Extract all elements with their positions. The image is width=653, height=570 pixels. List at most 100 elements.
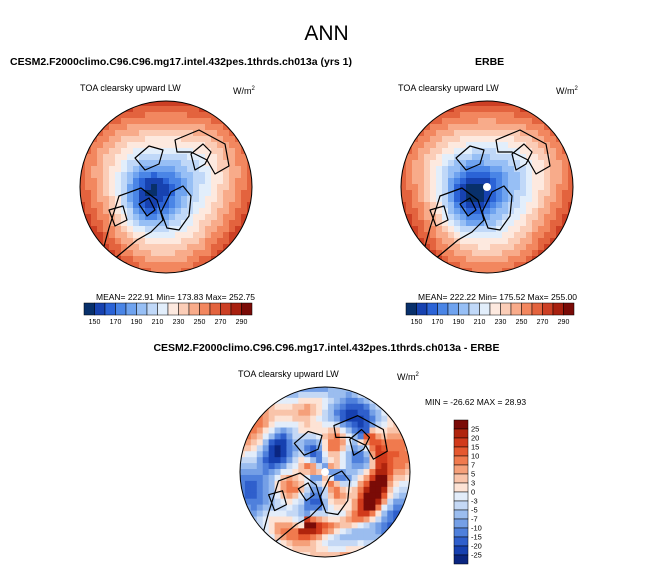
panel-diff-units: W/m2 xyxy=(397,372,419,382)
polar-map-obs xyxy=(400,100,574,274)
colorbar-swatch xyxy=(241,302,253,316)
colorbar-diff xyxy=(453,419,469,565)
colorbar-tick-label: 290 xyxy=(557,319,570,326)
colorbar-swatch xyxy=(209,302,221,316)
colorbar-swatch xyxy=(437,302,449,316)
coastline xyxy=(333,415,388,460)
panel-model-stats: MEAN= 222.91 Min= 173.83 Max= 252.75 xyxy=(96,292,256,302)
colorbar-tick-label: 150 xyxy=(88,319,101,326)
colorbar-obs xyxy=(405,302,575,316)
colorbar-obs-labels: 150 170 190 210 230 250 270 290 xyxy=(406,319,574,329)
colorbar-tick-label: 5 xyxy=(471,469,476,479)
colorbar-tick-label: 10 xyxy=(471,451,480,461)
coastline xyxy=(190,143,212,171)
colorbar-tick-label: 290 xyxy=(235,319,248,326)
colorbar-tick-label: -5 xyxy=(471,505,478,515)
colorbar-swatch xyxy=(125,302,137,316)
colorbar-swatch xyxy=(453,500,469,511)
panel-model-units: W/m2 xyxy=(233,86,255,96)
colorbar-tick-label: 190 xyxy=(452,319,465,326)
colorbar-tick-label: 7 xyxy=(471,460,476,470)
colorbar-tick-label: -20 xyxy=(471,541,482,551)
colorbar-swatch xyxy=(453,554,469,565)
colorbar-swatch xyxy=(447,302,459,316)
panel-diff-stats: MIN = -26.62 MAX = 28.93 xyxy=(425,397,527,407)
colorbar-diff-labels: 25 20 15 10 7 5 3 0 -3 -5 -7 -10 -15 -20 -25 xyxy=(471,420,495,564)
map-boundary xyxy=(239,386,411,558)
colorbar-tick-label: 25 xyxy=(471,424,480,434)
colorbar-tick-label: 170 xyxy=(109,319,122,326)
colorbar-tick-label: 3 xyxy=(471,478,476,488)
panel-obs-stats: MEAN= 222.22 Min= 175.52 Max= 255.00 xyxy=(418,292,578,302)
colorbar-swatch xyxy=(426,302,438,316)
colorbar-swatch xyxy=(104,302,116,316)
colorbar-tick-label: 250 xyxy=(193,319,206,326)
colorbar-swatch xyxy=(188,302,200,316)
colorbar-swatch xyxy=(489,302,501,316)
colorbar-tick-label: -7 xyxy=(471,514,478,524)
colorbar-model xyxy=(83,302,253,316)
panel-model-title: CESM2.F2000climo.C96.C96.mg17.intel.432p… xyxy=(10,56,352,68)
colorbar-swatch xyxy=(178,302,190,316)
coastline xyxy=(423,187,485,261)
colorbar-tick-label: 150 xyxy=(410,319,423,326)
coastline xyxy=(134,145,164,171)
colorbar-tick-label: -3 xyxy=(471,496,478,506)
colorbar-swatch xyxy=(167,302,179,316)
colorbar-tick-label: 0 xyxy=(471,487,476,497)
polar-map-diff xyxy=(239,386,411,558)
colorbar-swatch xyxy=(453,455,469,466)
colorbar-swatch xyxy=(199,302,211,316)
colorbar-swatch xyxy=(453,545,469,556)
coastline xyxy=(108,205,128,227)
colorbar-swatch xyxy=(416,302,428,316)
colorbar-swatch xyxy=(453,491,469,502)
figure-title: ANN xyxy=(304,22,349,45)
colorbar-swatch xyxy=(405,302,417,316)
panel-obs-variable: TOA clearsky upward LW xyxy=(398,83,499,93)
colorbar-swatch xyxy=(94,302,106,316)
colorbar-tick-label: 20 xyxy=(471,433,480,443)
coastline xyxy=(174,129,230,175)
colorbar-swatch xyxy=(500,302,512,316)
coastline xyxy=(429,205,449,227)
colorbar-swatch xyxy=(453,518,469,529)
colorbar-swatch xyxy=(157,302,169,316)
panel-diff-title: CESM2.F2000climo.C96.C96.mg17.intel.432p… xyxy=(153,342,500,354)
panel-diff-variable: TOA clearsky upward LW xyxy=(238,369,339,379)
colorbar-swatch xyxy=(521,302,533,316)
colorbar-swatch xyxy=(115,302,127,316)
colorbar-swatch xyxy=(453,464,469,475)
colorbar-swatch xyxy=(510,302,522,316)
coastline xyxy=(268,490,288,512)
colorbar-swatch xyxy=(453,419,469,430)
coastline xyxy=(102,187,164,261)
coastline xyxy=(293,430,323,456)
colorbar-swatch xyxy=(146,302,158,316)
colorbar-swatch xyxy=(136,302,148,316)
colorbar-tick-label: 170 xyxy=(431,319,444,326)
coastline xyxy=(138,197,156,217)
colorbar-tick-label: -25 xyxy=(471,550,482,560)
colorbar-tick-label: 210 xyxy=(151,319,164,326)
colorbar-swatch xyxy=(453,428,469,439)
colorbar-swatch xyxy=(542,302,554,316)
coastline xyxy=(495,129,551,175)
colorbar-swatch xyxy=(552,302,564,316)
colorbar-swatch xyxy=(563,302,575,316)
colorbar-tick-label: 15 xyxy=(471,442,480,452)
colorbar-tick-label: 210 xyxy=(473,319,486,326)
map-boundary xyxy=(400,100,574,274)
pole-missing-data xyxy=(321,468,329,476)
panel-obs-units: W/m2 xyxy=(556,86,578,96)
colorbar-swatch xyxy=(531,302,543,316)
colorbar-swatch xyxy=(479,302,491,316)
coastline xyxy=(459,197,477,217)
colorbar-tick-label: 270 xyxy=(536,319,549,326)
colorbar-tick-label: -15 xyxy=(471,532,482,542)
coastline xyxy=(262,472,323,545)
colorbar-swatch xyxy=(453,473,469,484)
map-boundary xyxy=(79,100,253,274)
coastline xyxy=(511,143,533,171)
colorbar-swatch xyxy=(458,302,470,316)
